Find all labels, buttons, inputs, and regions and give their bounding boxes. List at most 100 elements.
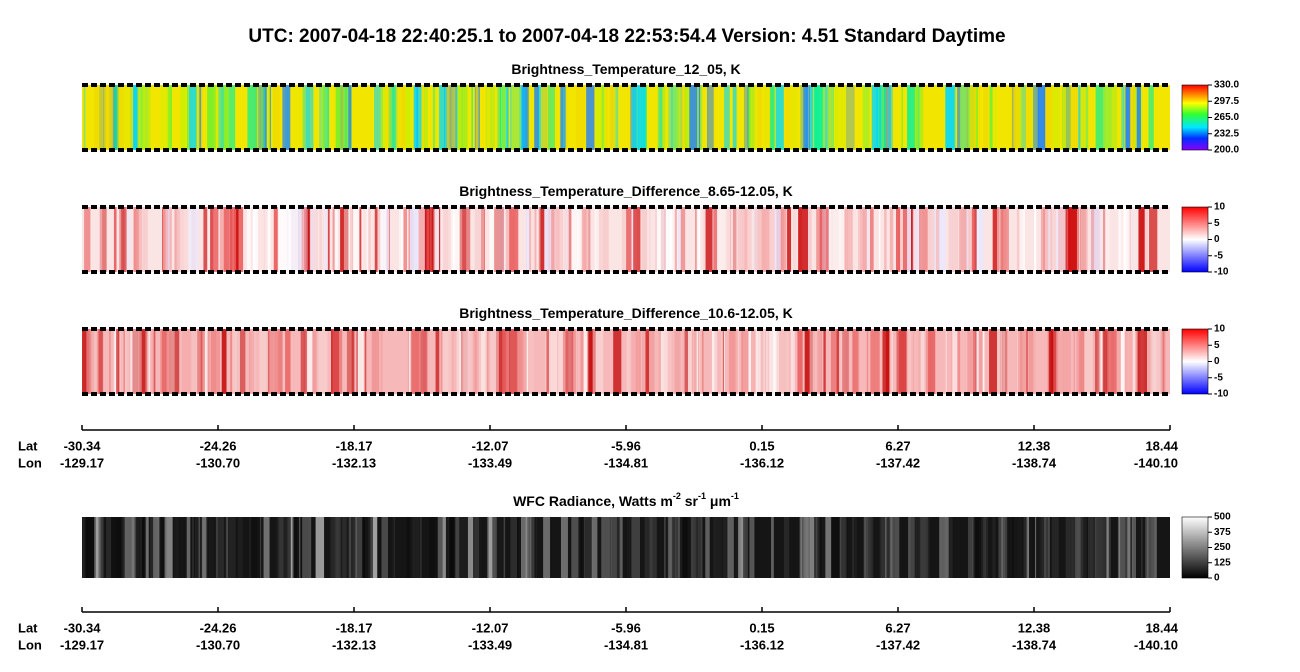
lat-tick-label: -30.34: [64, 620, 102, 635]
colorbar-label: 265.0: [1214, 112, 1239, 123]
image-streak: [344, 85, 348, 150]
image-streak: [1149, 207, 1158, 272]
image-streak: [138, 207, 147, 272]
image-streak: [724, 85, 730, 150]
image-streak: [420, 517, 422, 578]
image-streak: [594, 207, 597, 272]
image-streak: [1020, 85, 1030, 150]
image-streak: [528, 329, 535, 394]
image-streak: [230, 207, 238, 272]
image-streak: [713, 207, 718, 272]
image-streak: [1092, 329, 1094, 394]
image-streak: [529, 85, 532, 150]
image-streak: [489, 207, 494, 272]
image-streak: [246, 207, 256, 272]
image-streak: [198, 517, 200, 578]
lat-tick-label: -24.26: [200, 620, 237, 635]
image-streak: [232, 329, 240, 394]
image-streak: [534, 85, 539, 150]
image-streak: [1140, 517, 1143, 578]
image-streak: [814, 517, 816, 578]
image-streak: [176, 207, 181, 272]
title-part: Brightness_Temperature_Difference_8.65-1…: [459, 183, 793, 199]
image-streak: [632, 85, 640, 150]
image-streak: [1046, 517, 1048, 578]
image-streak: [844, 207, 853, 272]
image-streak: [1095, 329, 1104, 394]
lon-tick-label: -130.70: [196, 637, 240, 652]
image-streak: [223, 207, 233, 272]
lat-tick-label: -18.17: [336, 620, 373, 635]
image-streak: [698, 85, 701, 150]
image-streak: [1052, 85, 1060, 150]
image-streak: [814, 85, 819, 150]
image-streak: [327, 85, 329, 150]
image-streak: [846, 85, 855, 150]
image-streak: [825, 517, 832, 578]
lon-tick-label: -129.17: [60, 455, 104, 470]
colorbar-label: -5: [1214, 250, 1223, 261]
image-streak: [256, 85, 263, 150]
image-streak: [211, 207, 219, 272]
lat-tick-label: -18.17: [336, 438, 373, 453]
image-streak: [815, 517, 818, 578]
image-streak: [798, 207, 808, 272]
image-streak: [947, 517, 953, 578]
image-streak: [1110, 85, 1118, 150]
image-streak: [236, 329, 246, 394]
image-streak: [195, 85, 204, 150]
image-streak: [488, 517, 493, 578]
image-streak: [562, 329, 569, 394]
lat-tick-label: -24.26: [200, 438, 237, 453]
lon-tick-label: -129.17: [60, 637, 104, 652]
image-streak: [191, 329, 201, 394]
image-streak: [398, 207, 403, 272]
image-streak: [601, 517, 610, 578]
image-streak: [420, 329, 429, 394]
image-streak: [343, 207, 353, 272]
image-streak: [800, 85, 810, 150]
image-streak: [309, 207, 316, 272]
image-streak: [530, 207, 535, 272]
image-streak: [630, 329, 639, 394]
image-streak: [908, 517, 915, 578]
image-streak: [485, 329, 488, 394]
lon-tick-label: -136.12: [740, 455, 784, 470]
image-streak: [782, 85, 789, 150]
image-streak: [693, 329, 700, 394]
image-streak: [303, 207, 309, 272]
image-streak: [278, 207, 284, 272]
image-streak: [967, 517, 972, 578]
colorbar-label: 200.0: [1214, 145, 1239, 156]
image-streak: [332, 207, 335, 272]
image-streak: [1037, 85, 1046, 150]
image-streak: [357, 329, 364, 394]
image-streak: [99, 207, 107, 272]
image-streak: [104, 85, 113, 150]
image-streak: [118, 85, 126, 150]
image-streak: [832, 207, 842, 272]
image-streak: [353, 207, 360, 272]
lon-tick-label: -134.81: [604, 455, 648, 470]
image-streak: [149, 517, 154, 578]
image-streak: [540, 207, 545, 272]
image-streak: [462, 207, 471, 272]
lon-tick-label: -140.10: [1134, 637, 1178, 652]
image-streak: [978, 85, 980, 150]
image-streak: [420, 329, 428, 394]
image-streak: [1085, 329, 1094, 394]
image-streak: [429, 207, 432, 272]
image-streak: [145, 517, 148, 578]
image-streak: [1040, 207, 1046, 272]
image-streak: [442, 329, 452, 394]
image-streak: [164, 517, 173, 578]
image-streak: [1132, 207, 1134, 272]
image-streak: [340, 207, 349, 272]
image-streak: [378, 329, 382, 394]
image-streak: [269, 85, 271, 150]
colorbar-label: 5: [1214, 340, 1220, 351]
image-streak: [446, 517, 454, 578]
image-streak: [180, 85, 186, 150]
image-streak: [645, 329, 655, 394]
image-streak: [151, 329, 154, 394]
